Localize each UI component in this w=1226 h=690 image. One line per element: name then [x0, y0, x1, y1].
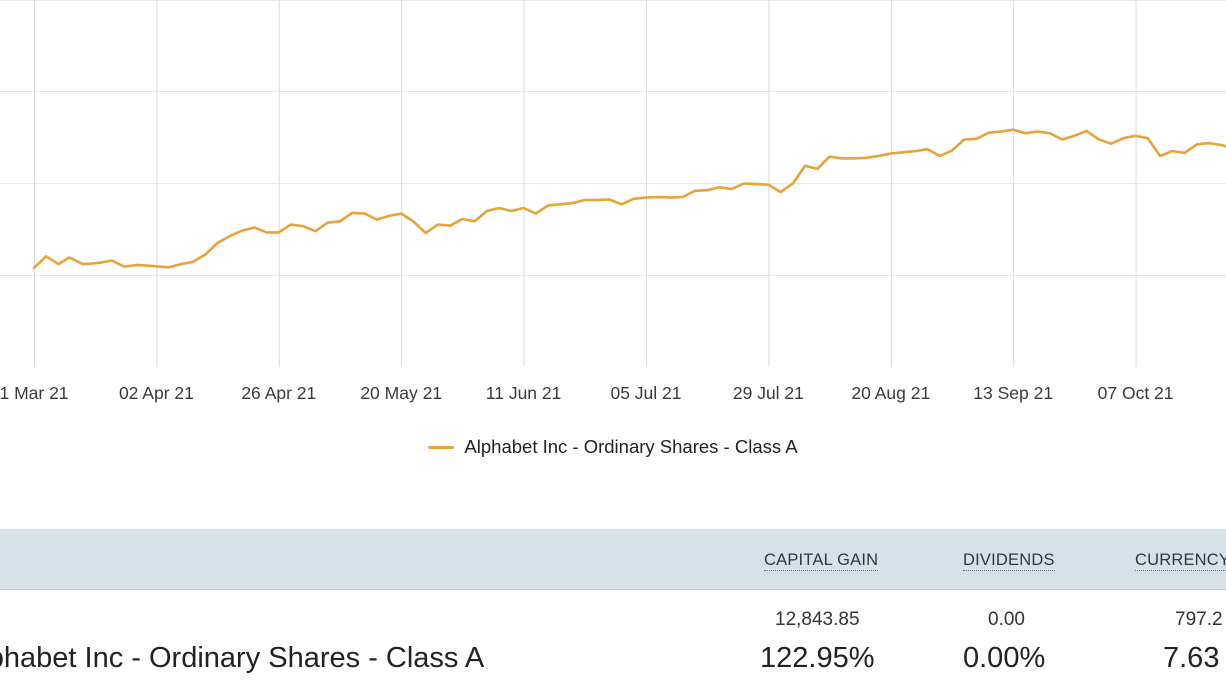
x-tick-label: 07 Oct 21 — [1098, 383, 1174, 403]
dividends-percent: 0.00% — [963, 642, 1046, 674]
table-header: CAPITAL GAIN DIVIDENDS CURRENCY — [0, 529, 1226, 590]
currency-value: 797.2 — [1175, 609, 1223, 630]
x-tick-label: 02 Apr 21 — [119, 383, 194, 403]
legend-label: Alphabet Inc - Ordinary Shares - Class A — [464, 436, 798, 457]
dividends-header[interactable]: DIVIDENDS — [963, 551, 1055, 571]
currency-percent: 7.63 — [1163, 642, 1220, 674]
capital-gain-value: 12,843.85 — [775, 609, 860, 630]
series-lines — [32, 128, 1226, 270]
dividends-value: 0.00 — [988, 609, 1025, 630]
x-tick-label: 20 Aug 21 — [851, 383, 930, 403]
capital-gain-percent: 122.95% — [760, 642, 875, 674]
chart-legend: Alphabet Inc - Ordinary Shares - Class A — [0, 434, 1226, 460]
legend-line-icon — [428, 445, 455, 449]
x-tick-label: 20 May 21 — [360, 383, 442, 403]
chart-svg: 1 Mar 21 02 Apr 21 26 Apr 21 20 May 21 11 Ju… — [0, 0, 1226, 403]
series-line[interactable] — [32, 128, 1226, 270]
capital-gain-header[interactable]: CAPITAL GAIN — [764, 551, 879, 571]
x-tick-label: 13 Sep 21 — [973, 383, 1053, 403]
performance-chart: 1 Mar 21 02 Apr 21 26 Apr 21 20 May 21 11 Ju… — [0, 0, 1226, 460]
x-tick-label: 1 Mar 21 — [0, 383, 69, 403]
table-row[interactable]: Alphabet Inc - Ordinary Shares - Class A… — [0, 590, 1226, 690]
legend-item[interactable]: Alphabet Inc - Ordinary Shares - Class A — [428, 436, 798, 458]
chart-grid — [0, 0, 1226, 367]
x-tick-label: 26 Apr 21 — [241, 383, 316, 403]
asset-name[interactable]: Alphabet Inc - Ordinary Shares - Class A — [0, 642, 485, 674]
currency-header[interactable]: CURRENCY — [1135, 551, 1226, 571]
x-axis-ticks: 1 Mar 21 02 Apr 21 26 Apr 21 20 May 21 11 Ju… — [0, 383, 1174, 403]
x-tick-label: 11 Jun 21 — [486, 383, 562, 403]
x-tick-label: 29 Jul 21 — [733, 383, 804, 403]
x-tick-label: 05 Jul 21 — [610, 383, 681, 403]
